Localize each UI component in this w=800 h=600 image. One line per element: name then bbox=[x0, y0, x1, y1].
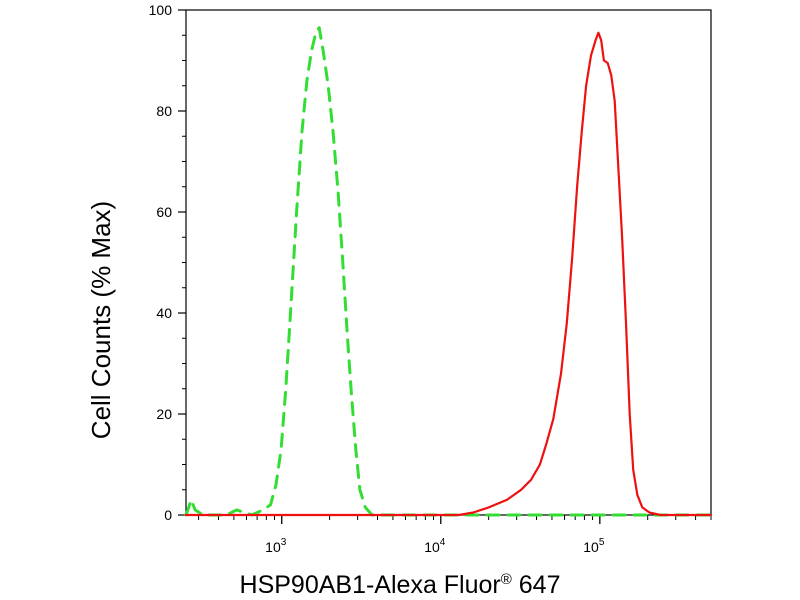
y-axis-title: Cell Counts (% Max) bbox=[86, 201, 116, 439]
x-tick-label: 105 bbox=[583, 537, 605, 555]
y-axis-ticks: 0 20 40 60 80 100 bbox=[149, 2, 186, 523]
x-axis-ticks: 103 104 105 bbox=[198, 515, 712, 555]
y-tick-label: 0 bbox=[164, 507, 172, 523]
x-axis-title: HSP90AB1-Alexa Fluor® 647 bbox=[240, 571, 561, 599]
y-tick-label: 100 bbox=[149, 2, 173, 18]
series-line-dashed-green bbox=[184, 26, 713, 517]
x-tick-label: 104 bbox=[424, 537, 446, 555]
x-axis-title-main: HSP90AB1-Alexa Fluor bbox=[240, 571, 501, 599]
x-axis-title-registered-mark: ® bbox=[501, 571, 512, 588]
x-tick-label: 103 bbox=[265, 537, 287, 555]
series-layer bbox=[184, 26, 713, 517]
series-line-solid-red bbox=[184, 31, 713, 517]
y-tick-label: 60 bbox=[156, 204, 172, 220]
x-axis-title-suffix: 647 bbox=[512, 571, 561, 599]
y-tick-label: 20 bbox=[156, 406, 172, 422]
y-tick-label: 40 bbox=[156, 305, 172, 321]
y-tick-label: 80 bbox=[156, 103, 172, 119]
